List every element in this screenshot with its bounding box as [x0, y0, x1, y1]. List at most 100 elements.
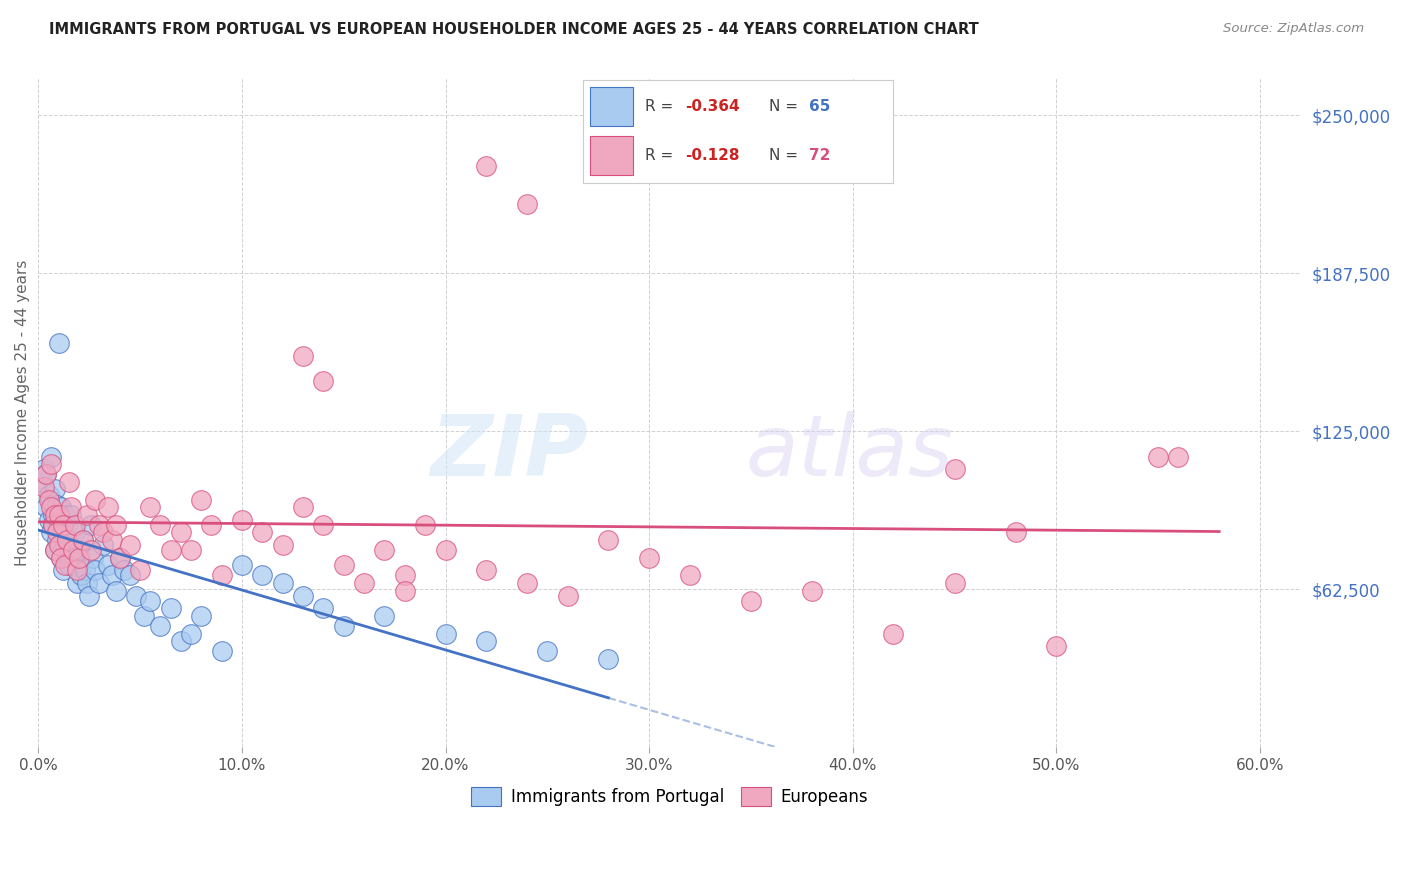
Point	[1147, 450, 1170, 464]
Point	[139, 500, 162, 515]
Point	[66, 576, 89, 591]
Point	[62, 548, 84, 562]
Point	[332, 558, 354, 573]
Point	[104, 517, 127, 532]
Point	[598, 652, 620, 666]
Point	[134, 608, 156, 623]
Text: -0.364: -0.364	[686, 99, 740, 114]
Point	[104, 583, 127, 598]
Point	[45, 525, 67, 540]
Point	[82, 550, 104, 565]
Point	[44, 543, 66, 558]
Text: atlas: atlas	[745, 411, 953, 494]
Point	[31, 475, 53, 489]
Point	[93, 525, 115, 540]
Point	[76, 508, 98, 522]
Point	[292, 589, 315, 603]
Point	[49, 550, 72, 565]
Point	[332, 619, 354, 633]
Point	[53, 558, 76, 573]
Point	[49, 550, 72, 565]
Point	[211, 568, 233, 582]
Point	[39, 500, 62, 515]
Point	[58, 558, 80, 573]
Point	[44, 508, 66, 522]
Point	[271, 538, 294, 552]
Point	[72, 533, 94, 547]
Point	[67, 550, 90, 565]
Point	[59, 508, 82, 522]
Point	[413, 517, 436, 532]
Point	[34, 480, 56, 494]
Point	[434, 543, 457, 558]
Point	[41, 517, 63, 532]
Point	[108, 550, 131, 565]
Point	[49, 500, 72, 515]
Point	[1167, 450, 1189, 464]
Point	[44, 483, 66, 497]
Point	[475, 634, 498, 648]
Text: ZIP: ZIP	[430, 411, 588, 494]
Point	[89, 576, 111, 591]
Point	[48, 508, 70, 522]
Point	[112, 563, 135, 577]
Point	[159, 601, 181, 615]
Point	[557, 589, 579, 603]
Point	[80, 517, 103, 532]
Point	[190, 608, 212, 623]
Point	[96, 500, 118, 515]
Point	[48, 517, 70, 532]
Point	[271, 576, 294, 591]
Point	[52, 563, 75, 577]
Point	[89, 517, 111, 532]
Point	[45, 533, 67, 547]
Point	[475, 159, 498, 173]
Point	[516, 197, 538, 211]
Point	[53, 508, 76, 522]
Text: -0.128: -0.128	[686, 148, 740, 162]
Point	[200, 517, 222, 532]
Point	[53, 538, 76, 552]
Point	[943, 462, 966, 476]
Bar	[589, 87, 633, 127]
Point	[190, 492, 212, 507]
Point	[252, 568, 274, 582]
Point	[62, 543, 84, 558]
Point	[679, 568, 702, 582]
Point	[35, 467, 58, 482]
Point	[58, 475, 80, 489]
Point	[211, 644, 233, 658]
Point	[63, 525, 86, 540]
Point	[149, 517, 172, 532]
Text: N =: N =	[769, 99, 803, 114]
Point	[56, 517, 79, 532]
Point	[125, 589, 148, 603]
Text: Source: ZipAtlas.com: Source: ZipAtlas.com	[1223, 22, 1364, 36]
Point	[475, 563, 498, 577]
Point	[38, 492, 60, 507]
Point	[129, 563, 152, 577]
Y-axis label: Householder Income Ages 25 - 44 years: Householder Income Ages 25 - 44 years	[15, 260, 30, 566]
Point	[118, 538, 141, 552]
Point	[252, 525, 274, 540]
Point	[72, 533, 94, 547]
Point	[108, 550, 131, 565]
Point	[180, 543, 202, 558]
Point	[638, 550, 661, 565]
Point	[84, 563, 107, 577]
Point	[66, 563, 89, 577]
Point	[100, 568, 122, 582]
Point	[231, 558, 253, 573]
Text: R =: R =	[645, 99, 679, 114]
Bar	[589, 136, 633, 175]
Point	[75, 563, 97, 577]
Point	[59, 500, 82, 515]
Point	[170, 525, 193, 540]
Point	[434, 626, 457, 640]
Point	[118, 568, 141, 582]
Point	[536, 644, 558, 658]
Point	[159, 543, 181, 558]
Point	[41, 517, 63, 532]
Legend: Immigrants from Portugal, Europeans: Immigrants from Portugal, Europeans	[464, 780, 875, 813]
Point	[39, 450, 62, 464]
